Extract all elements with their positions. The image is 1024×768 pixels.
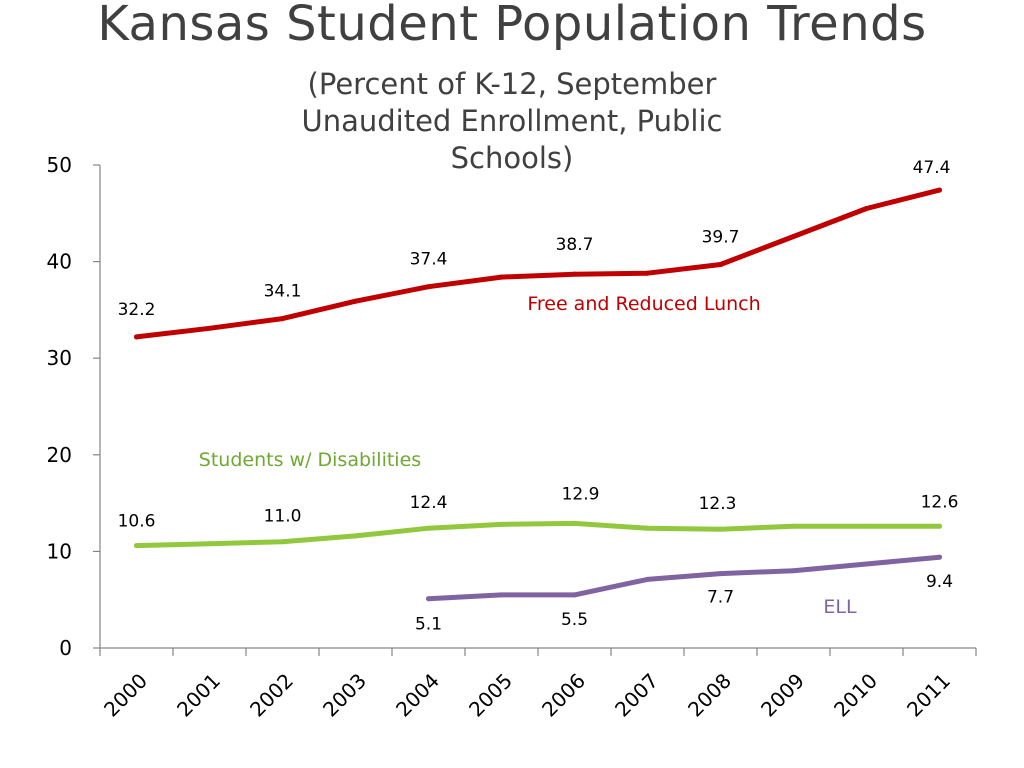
series-name-label: ELL bbox=[823, 596, 857, 618]
data-point bbox=[791, 568, 796, 574]
data-point bbox=[426, 596, 431, 602]
x-tick-label: 2011 bbox=[902, 669, 955, 722]
data-point bbox=[134, 543, 139, 549]
x-tick-label: 2000 bbox=[99, 669, 152, 722]
data-point bbox=[353, 533, 358, 539]
series-name-label: Students w/ Disabilities bbox=[199, 449, 421, 471]
data-point bbox=[718, 261, 723, 267]
series-line-2 bbox=[426, 554, 942, 602]
data-point bbox=[864, 523, 869, 529]
series-name-label: Free and Reduced Lunch bbox=[527, 293, 760, 315]
data-label: 47.4 bbox=[913, 158, 951, 178]
data-label: 9.4 bbox=[926, 572, 953, 592]
y-tick-label: 20 bbox=[47, 443, 72, 467]
data-point bbox=[645, 525, 650, 531]
data-point bbox=[280, 316, 285, 322]
data-label: 10.6 bbox=[118, 512, 156, 532]
data-point bbox=[499, 521, 504, 527]
data-point bbox=[937, 187, 942, 193]
data-point bbox=[937, 554, 942, 560]
chart-subtitle: (Percent of K-12, September Unaudited En… bbox=[301, 67, 723, 175]
data-point bbox=[572, 592, 577, 598]
data-point bbox=[207, 325, 212, 331]
data-label: 11.0 bbox=[264, 507, 302, 527]
data-point bbox=[426, 525, 431, 531]
data-point bbox=[426, 284, 431, 290]
y-tick-label: 10 bbox=[47, 539, 72, 563]
data-point bbox=[937, 523, 942, 529]
data-point bbox=[791, 523, 796, 529]
data-label: 39.7 bbox=[702, 227, 740, 247]
x-tick-label: 2005 bbox=[464, 669, 517, 722]
data-label: 32.2 bbox=[118, 300, 156, 320]
x-tick-label: 2010 bbox=[829, 669, 882, 722]
series-line-0 bbox=[134, 187, 942, 340]
data-point bbox=[572, 520, 577, 526]
x-tick-label: 2004 bbox=[391, 669, 444, 722]
data-point bbox=[572, 271, 577, 277]
x-tick-label: 2009 bbox=[756, 669, 809, 722]
data-point bbox=[280, 539, 285, 545]
x-tick-label: 2007 bbox=[610, 669, 663, 722]
data-point bbox=[499, 274, 504, 280]
y-tick-label: 40 bbox=[47, 250, 72, 274]
data-point bbox=[864, 205, 869, 211]
data-point bbox=[864, 561, 869, 567]
data-point bbox=[645, 270, 650, 276]
data-point bbox=[134, 334, 139, 340]
data-point bbox=[353, 298, 358, 304]
data-label: 37.4 bbox=[410, 250, 448, 270]
data-label: 12.4 bbox=[410, 493, 448, 513]
data-point bbox=[791, 233, 796, 239]
data-label: 7.7 bbox=[707, 588, 734, 608]
y-tick-label: 30 bbox=[47, 346, 72, 370]
data-label: 12.6 bbox=[921, 492, 959, 512]
y-tick-label: 50 bbox=[47, 153, 72, 177]
data-label: 5.1 bbox=[415, 615, 442, 635]
x-tick-label: 2001 bbox=[172, 669, 225, 722]
data-point bbox=[499, 592, 504, 598]
data-label: 12.3 bbox=[699, 494, 737, 514]
data-point bbox=[207, 541, 212, 547]
data-label: 34.1 bbox=[264, 282, 302, 302]
data-label: 38.7 bbox=[556, 235, 594, 255]
data-point bbox=[645, 576, 650, 582]
x-tick-label: 2006 bbox=[537, 669, 590, 722]
data-label: 5.5 bbox=[561, 610, 588, 630]
x-tick-label: 2008 bbox=[683, 669, 736, 722]
chart-title: Kansas Student Population Trends bbox=[97, 0, 927, 52]
data-label: 12.9 bbox=[562, 484, 600, 504]
x-tick-label: 2002 bbox=[245, 669, 298, 722]
x-tick-label: 2003 bbox=[318, 669, 371, 722]
y-tick-label: 0 bbox=[59, 636, 72, 660]
data-point bbox=[718, 526, 723, 532]
series-line-1 bbox=[134, 520, 942, 549]
data-point bbox=[718, 571, 723, 577]
